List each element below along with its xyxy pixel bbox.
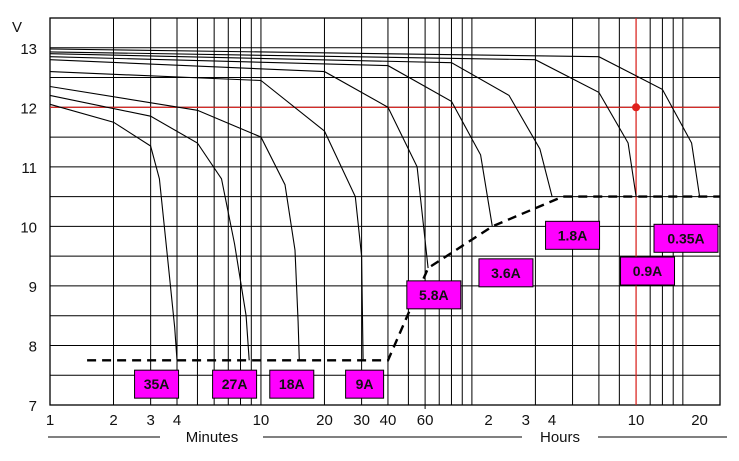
current-label: 0.9A — [633, 263, 663, 279]
x-group-label-minutes: Minutes — [186, 429, 239, 446]
current-label: 1.8A — [558, 227, 588, 243]
current-label-box — [620, 256, 676, 286]
discharge-curve-0-9a — [49, 51, 637, 197]
cutoff-voltage-line — [87, 195, 720, 362]
current-label-box — [478, 258, 534, 288]
x-group-label-hours: Hours — [540, 429, 580, 446]
discharge-curve-1-8a — [49, 53, 553, 197]
x-tick-label: 10 — [253, 412, 270, 429]
current-label: 35A — [144, 376, 170, 392]
current-label-box — [134, 369, 180, 399]
y-tick-label: 10 — [20, 219, 37, 236]
discharge-curve-3-6a — [49, 56, 493, 227]
x-tick-label: 3 — [146, 412, 154, 429]
current-label: 18A — [279, 376, 305, 392]
x-tick-label: 4 — [173, 412, 181, 429]
y-tick-label: 9 — [29, 279, 37, 296]
x-tick-label: 40 — [380, 412, 397, 429]
x-tick-label: 60 — [417, 412, 434, 429]
x-tick-label: 30 — [353, 412, 370, 429]
discharge-curve-9a — [49, 71, 364, 361]
x-tick-label: 3 — [522, 412, 530, 429]
discharge-curve-5-8a — [49, 59, 429, 269]
x-tick-label: 2 — [109, 412, 117, 429]
x-tick-label: 2 — [484, 412, 492, 429]
y-tick-label: 13 — [20, 41, 37, 58]
y-tick-label: 8 — [29, 338, 37, 355]
x-tick-label: 20 — [691, 412, 708, 429]
discharge-curve-0-35a — [49, 48, 701, 197]
current-label-box — [345, 369, 385, 399]
x-tick-label: 10 — [628, 412, 645, 429]
current-label-box — [653, 223, 719, 253]
discharge-curve-27a — [49, 94, 250, 361]
x-tick-label: 4 — [548, 412, 556, 429]
y-tick-label: 12 — [20, 100, 37, 117]
current-label: 9A — [356, 376, 374, 392]
current-label-box — [545, 220, 601, 250]
y-tick-label: 7 — [29, 398, 37, 415]
y-axis-unit-label: V — [12, 19, 22, 36]
reference-point — [632, 103, 641, 112]
current-label: 5.8A — [419, 287, 449, 303]
current-label: 3.6A — [491, 265, 521, 281]
plot-frame — [49, 17, 721, 406]
current-label-box — [406, 280, 462, 310]
current-label-box — [269, 369, 315, 399]
discharge-curve-35a — [49, 103, 178, 361]
discharge-curve-18a — [49, 85, 300, 361]
x-tick-label: 20 — [316, 412, 333, 429]
current-label: 0.35A — [667, 230, 704, 246]
y-tick-label: 11 — [21, 160, 37, 177]
current-label-box — [212, 369, 258, 399]
x-tick-label: 1 — [46, 412, 54, 429]
current-label: 27A — [222, 376, 248, 392]
